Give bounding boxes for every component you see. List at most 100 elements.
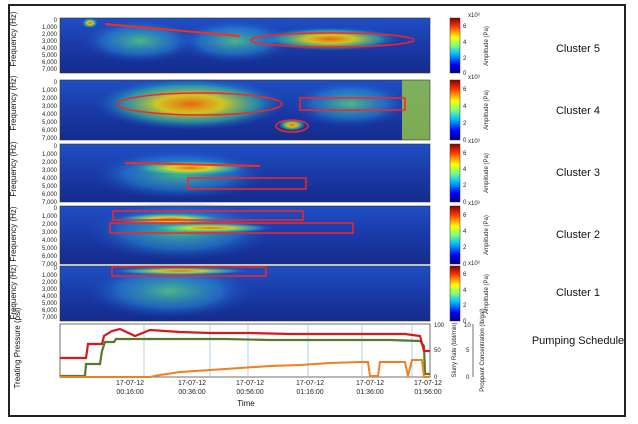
yticks-cluster-4: 0 1,000 2,000 3,000 4,000 5,000 6,000 7,… [42,80,58,142]
series-proppant-concentration [60,359,430,378]
colorbar-exponent: x10³ [468,13,480,19]
colorbar-cluster-4: x10³ 0 2 4 6 Amplitude (Pa) [449,75,490,144]
rate-tick: 100 [434,323,445,329]
ytick: 4,000 [42,294,58,300]
cbar-tick: 0 [463,200,467,206]
ytick: 0 [54,18,58,24]
ytick: 5,000 [42,53,58,59]
energy-region [110,267,250,275]
ytick: 5,000 [42,246,58,252]
energy-region [85,263,255,319]
cluster-label: Cluster 5 [556,43,600,55]
highlight-box [111,266,267,277]
colorbar-label: Amplitude (Pa) [484,274,490,314]
ylabel-cluster-4: Frequency (Hz) [10,75,18,130]
panel-border [59,17,431,74]
ytick: 6,000 [42,254,58,260]
colorbar-cluster-1: x10³ 0 2 4 6 Amplitude (Pa) [449,261,490,325]
ylabel-cluster-5: Frequency (Hz) [10,11,18,66]
energy-region [130,160,250,176]
xtick-date: 17-07-12 [414,380,442,387]
colorbar-label: Amplitude (Pa) [484,153,490,193]
ytick: 3,000 [42,230,58,236]
ytick: 4,000 [42,46,58,52]
ytick: 4,000 [42,238,58,244]
energy-region [95,78,285,130]
cluster-label: Cluster 2 [556,229,600,241]
cbar-tick: 2 [463,183,467,189]
ytick: 7,000 [42,136,58,142]
ylabel-slurry-rate: Slurry Rate (bbl/min) [452,322,458,377]
colorbar-label: Amplitude (Pa) [484,90,490,130]
ytick: 2,000 [42,160,58,166]
panel-cluster-1: Frequency (Hz) 0 1,000 2,000 3,000 4,000… [9,261,600,325]
ytick: 5,000 [42,301,58,307]
cbar-tick: 2 [463,56,467,62]
rate-tick: 0 [434,375,438,381]
highlight-ellipse [249,32,415,48]
colorbar [449,205,461,265]
ytick: 0 [54,206,58,212]
spectrogram-cluster-4 [59,78,431,141]
yticks-cluster-5: 0 1,000 2,000 3,000 4,000 5,000 6,000 7,… [42,18,58,73]
ytick: 4,000 [42,112,58,118]
xlabel-time: Time [237,399,255,408]
cbar-tick: 0 [463,138,467,144]
ytick: 0 [54,80,58,86]
ytick: 6,000 [42,60,58,66]
colorbar-exponent: x10³ [468,261,480,267]
conc-tick: 10 [464,323,471,329]
cluster-label: Cluster 1 [556,287,600,299]
conc-tick: 0 [466,375,470,381]
cluster-label: Cluster 4 [556,105,600,117]
ytick: 3,000 [42,168,58,174]
colorbar-label: Amplitude (Pa) [484,215,490,255]
yticks-cluster-3: 0 1,000 2,000 3,000 4,000 5,000 6,000 7,… [42,144,58,206]
energy-region [278,119,306,131]
ytick: 0 [54,144,58,150]
colorbar [449,265,461,322]
time-axis: 17-07-12 00:16:00 17-07-12 00:36:00 17-0… [116,380,442,408]
xtick-time: 00:36:00 [178,389,205,396]
cbar-tick: 4 [463,229,467,235]
highlight-trace [124,162,261,167]
xtick-time: 01:56:00 [414,389,441,396]
spectrogram-cluster-2 [59,201,431,265]
rate-tick: 50 [434,348,441,354]
ytick: 0 [54,266,58,272]
cbar-tick: 2 [463,245,467,251]
ytick: 7,000 [42,315,58,321]
panel-cluster-4: Frequency (Hz) 0 1,000 2,000 3,000 4,000… [9,75,600,144]
figure-canvas: Frequency (Hz) 0 1,000 2,000 3,000 4,000… [9,11,624,408]
xtick-date: 17-07-12 [178,380,206,387]
energy-region [115,213,225,225]
colorbar-exponent: x10³ [468,139,480,145]
conc-tick: 5 [466,348,470,354]
highlight-trace [104,23,241,37]
ytick: 2,000 [42,222,58,228]
cbar-tick: 6 [463,87,467,93]
cbar-tick: 6 [463,213,467,219]
cbar-tick: 6 [463,151,467,157]
cbar-tick: 4 [463,104,467,110]
highlight-ellipse [117,92,283,116]
colorbar [449,17,461,74]
ytick: 1,000 [42,214,58,220]
colorbar-cluster-5: x10³ 0 2 4 6 Amplitude (Pa) [449,13,490,77]
series-treating-pressure [60,327,430,360]
ytick: 1,000 [42,88,58,94]
xtick-date: 17-07-12 [356,380,384,387]
xtick-date: 17-07-12 [116,380,144,387]
ylabel-proppant: Proppant Concentration (lb/gal) [480,308,486,391]
xtick-time: 00:56:00 [236,389,263,396]
colorbar-exponent: x10³ [468,201,480,207]
highlight-ellipse [275,119,309,133]
ytick: 1,000 [42,273,58,279]
ytick: 5,000 [42,120,58,126]
cbar-tick: 4 [463,40,467,46]
ylabel-cluster-1: Frequency (Hz) [10,264,18,319]
yticks-cluster-2: 0 1,000 2,000 3,000 4,000 5,000 6,000 7,… [42,206,58,268]
cbar-tick: 2 [463,121,467,127]
ytick: 1,000 [42,25,58,31]
ytick: 3,000 [42,287,58,293]
